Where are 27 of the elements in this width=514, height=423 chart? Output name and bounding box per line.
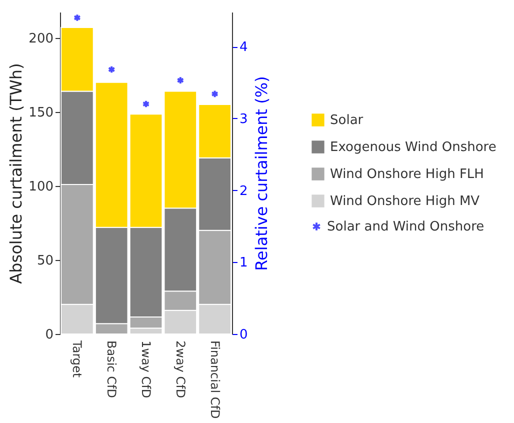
legend-label: Solar and Wind Onshore — [327, 220, 484, 234]
y-tick-label: 150 — [28, 105, 54, 120]
y2-tick-label: 3 — [240, 112, 248, 127]
y2-tick-label: 1 — [240, 256, 248, 271]
y-axis-title: Absolute curtailment (TWh) — [6, 63, 26, 284]
x-tick-label: 1way CfD — [139, 340, 153, 398]
legend-label: Wind Onshore High FLH — [330, 167, 484, 182]
y-tick-label: 100 — [28, 179, 54, 194]
y-tick-label: 50 — [36, 253, 54, 268]
x-tick-label: Basic CfD — [104, 340, 119, 398]
point — [73, 14, 81, 22]
x-tick-label: 2way CfD — [173, 340, 188, 398]
legend-label: Wind Onshore High MV — [330, 194, 480, 209]
y2-axis-title: Relative curtailment (%) — [252, 76, 271, 271]
point — [108, 65, 116, 74]
x-tick-label: Target — [70, 340, 84, 378]
legend-label: Solar — [330, 113, 364, 128]
point — [211, 90, 219, 98]
x-tick-label: Financial CfD — [208, 340, 222, 419]
y2-tick-label: 4 — [240, 40, 248, 55]
y-tick-label: 0 — [45, 328, 54, 342]
point — [176, 76, 184, 84]
legend-label: Exogenous Wind Onshore — [330, 140, 496, 155]
y-tick-label: 200 — [28, 31, 54, 46]
y2-tick-label: 2 — [240, 184, 248, 199]
y2-tick-label: 0 — [240, 328, 248, 342]
point — [142, 100, 150, 108]
